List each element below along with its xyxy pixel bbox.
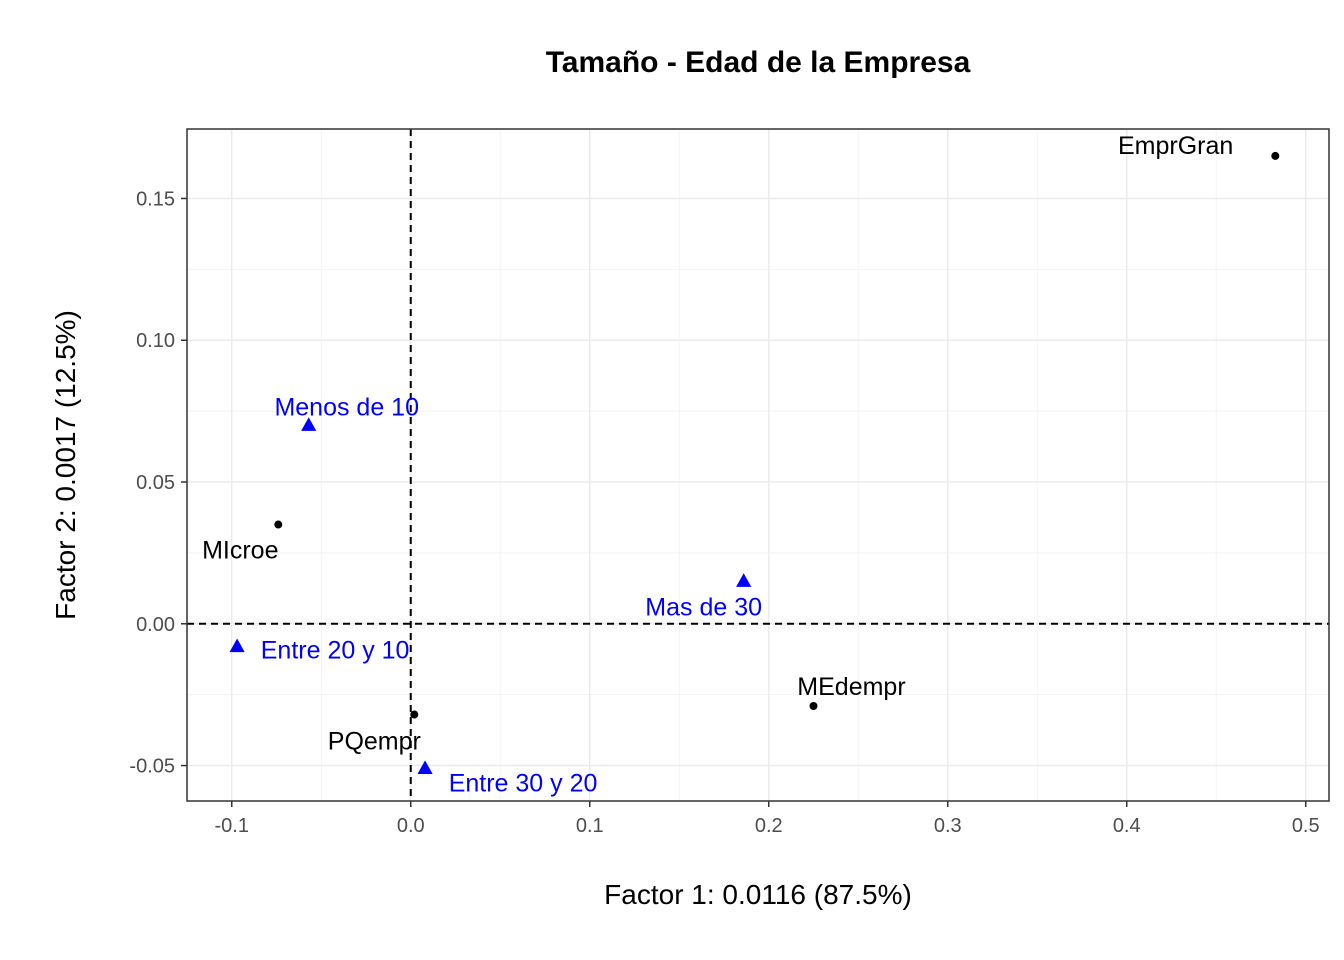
x-axis-title: Factor 1: 0.0116 (87.5%) xyxy=(604,879,912,910)
triangle-marker xyxy=(301,417,317,431)
x-tick-label: 0.5 xyxy=(1292,815,1320,837)
y-tick-label: 0.00 xyxy=(136,614,175,636)
point-label: MIcroe xyxy=(202,537,278,565)
x-tick-label: 0.0 xyxy=(397,815,425,837)
y-tick-label: -0.05 xyxy=(129,756,175,778)
triangle-marker xyxy=(229,638,245,653)
point-label: MEdempr xyxy=(797,673,905,701)
point-marker xyxy=(809,702,818,711)
chart-title: Tamaño - Edad de la Empresa xyxy=(546,46,971,79)
y-axis-title: Factor 2: 0.0017 (12.5%) xyxy=(50,310,81,620)
point-label: Entre 30 y 20 xyxy=(449,769,598,797)
x-tick-label: 0.2 xyxy=(755,815,783,837)
point-marker xyxy=(1271,151,1280,160)
point-label: Menos de 10 xyxy=(274,393,419,421)
reference-lines xyxy=(187,129,1329,801)
x-tick-label: 0.1 xyxy=(576,815,604,837)
triangle-marker xyxy=(736,573,752,587)
y-tick-label: 0.10 xyxy=(136,330,175,352)
point-label: Entre 20 y 10 xyxy=(261,636,410,664)
x-tick-label: -0.1 xyxy=(215,815,249,837)
x-tick-label: 0.3 xyxy=(934,815,962,837)
panel-border xyxy=(186,128,1330,802)
y-tick-label: 0.15 xyxy=(136,188,175,210)
point-label: PQempr xyxy=(328,728,421,756)
point-label: EmprGran xyxy=(1118,132,1233,160)
y-tick-label: 0.05 xyxy=(136,472,175,494)
data-points: EmprGran MIcroe MEdempr PQempr Menos de 10 Ma… xyxy=(202,132,1280,797)
x-tick-label: 0.4 xyxy=(1113,815,1141,837)
point-marker xyxy=(274,520,283,529)
point-label: Mas de 30 xyxy=(645,593,762,621)
grid xyxy=(187,129,1329,801)
axis-ticks: -0.1 0.0 0.1 0.2 0.3 0.4 0.5 -0.05 0.00 0.05 0.10 0… xyxy=(129,188,1319,837)
triangle-marker xyxy=(417,760,433,774)
point-marker xyxy=(410,710,419,719)
